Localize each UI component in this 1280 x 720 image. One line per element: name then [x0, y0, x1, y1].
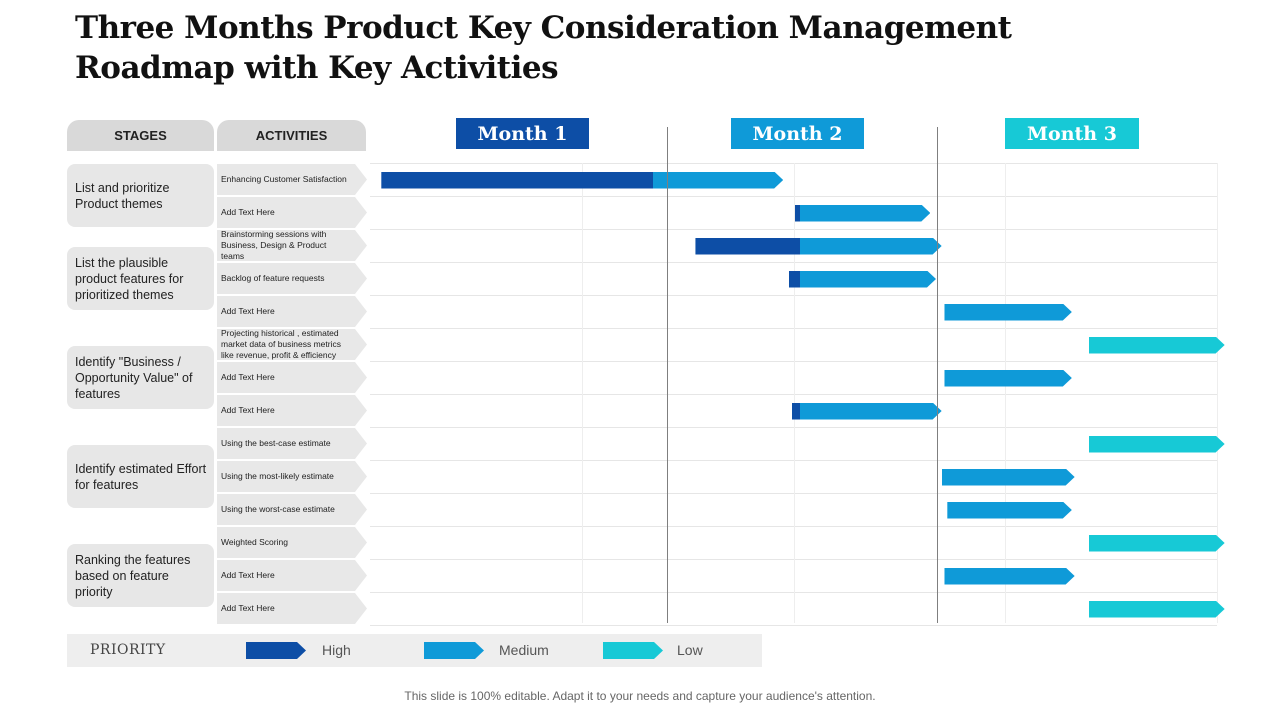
bar-segment-medium: [944, 370, 1071, 387]
stage-2: List the plausible product features for …: [67, 247, 214, 310]
footer-note: This slide is 100% editable. Adapt it to…: [404, 689, 876, 703]
bar-segment-medium: [944, 568, 1074, 585]
grid-row-line: [370, 526, 1217, 527]
activity-9: Using the best-case estimate: [217, 428, 367, 459]
bar-segment-low: [1089, 601, 1225, 618]
grid-column-line: [794, 163, 795, 623]
activity-4: Backlog of feature requests: [217, 263, 367, 294]
gantt-bar-12: [1089, 535, 1225, 552]
gantt-bar-1: [381, 172, 783, 189]
gantt-bar-10: [942, 469, 1075, 486]
bar-segment-medium: [800, 205, 930, 222]
activity-10: Using the most-likely estimate: [217, 461, 367, 492]
gantt-bar-2: [795, 205, 931, 222]
grid-row-line: [370, 229, 1217, 230]
legend-medium-label: Medium: [499, 642, 549, 658]
gantt-bar-14: [1089, 601, 1225, 618]
activity-14: Add Text Here: [217, 593, 367, 624]
priority-legend: PRIORITY High Medium Low: [67, 634, 762, 667]
bar-segment-medium: [800, 238, 942, 255]
legend-title: PRIORITY: [90, 642, 166, 658]
gantt-bar-8: [792, 403, 942, 420]
bar-segment-high: [792, 403, 800, 420]
stage-3: Identify "Business / Opportunity Value" …: [67, 346, 214, 409]
activity-7: Add Text Here: [217, 362, 367, 393]
legend-low-label: Low: [677, 642, 703, 658]
grid-row-line: [370, 295, 1217, 296]
stages-header: STAGES: [67, 120, 214, 151]
bar-segment-medium: [942, 469, 1075, 486]
gantt-bar-3: [695, 238, 941, 255]
month-2-label: Month 2: [731, 118, 864, 149]
activity-6: Projecting historical , estimated market…: [217, 329, 367, 360]
legend-medium-arrow: [424, 642, 484, 659]
month-divider-1: [667, 127, 668, 623]
month-3-label: Month 3: [1005, 118, 1139, 149]
bar-segment-low: [1089, 337, 1225, 354]
grid-row-line: [370, 163, 1217, 164]
activity-12: Weighted Scoring: [217, 527, 367, 558]
activity-1: Enhancing Customer Satisfaction: [217, 164, 367, 195]
grid-row-line: [370, 196, 1217, 197]
grid-row-line: [370, 625, 1217, 626]
month-divider-2: [937, 127, 938, 623]
activity-5: Add Text Here: [217, 296, 367, 327]
activity-3: Brainstorming sessions with Business, De…: [217, 230, 367, 261]
gantt-bar-11: [947, 502, 1072, 519]
grid-row-line: [370, 328, 1217, 329]
stage-5: Ranking the features based on feature pr…: [67, 544, 214, 607]
bar-segment-high: [789, 271, 800, 288]
stage-4: Identify estimated Effort for features: [67, 445, 214, 508]
grid-column-line: [1217, 163, 1218, 623]
legend-high-label: High: [322, 642, 351, 658]
bar-segment-high: [795, 205, 801, 222]
bar-segment-medium: [800, 271, 936, 288]
grid-column-line: [582, 163, 583, 623]
bar-segment-medium: [944, 304, 1071, 321]
legend-high-arrow: [246, 642, 306, 659]
bar-segment-medium: [800, 403, 942, 420]
slide-title: Three Months Product Key Consideration M…: [75, 10, 1012, 86]
gantt-bar-4: [789, 271, 936, 288]
grid-row-line: [370, 592, 1217, 593]
gantt-bar-7: [944, 370, 1071, 387]
grid-row-line: [370, 361, 1217, 362]
gantt-bar-5: [944, 304, 1071, 321]
month-1-label: Month 1: [456, 118, 589, 149]
bar-segment-medium: [653, 172, 783, 189]
stage-1: List and prioritize Product themes: [67, 164, 214, 227]
grid-row-line: [370, 262, 1217, 263]
bar-segment-low: [1089, 535, 1225, 552]
grid-row-line: [370, 559, 1217, 560]
grid-row-line: [370, 493, 1217, 494]
bar-segment-low: [1089, 436, 1225, 453]
activity-8: Add Text Here: [217, 395, 367, 426]
grid-row-line: [370, 394, 1217, 395]
bar-segment-high: [381, 172, 653, 189]
activity-2: Add Text Here: [217, 197, 367, 228]
activities-header: ACTIVITIES: [217, 120, 366, 151]
activity-11: Using the worst-case estimate: [217, 494, 367, 525]
legend-low-arrow: [603, 642, 663, 659]
grid-row-line: [370, 427, 1217, 428]
gantt-bar-13: [944, 568, 1074, 585]
bar-segment-medium: [947, 502, 1072, 519]
bar-segment-high: [695, 238, 800, 255]
gantt-bar-9: [1089, 436, 1225, 453]
gantt-bar-6: [1089, 337, 1225, 354]
grid-column-line: [1005, 163, 1006, 623]
activity-13: Add Text Here: [217, 560, 367, 591]
grid-row-line: [370, 460, 1217, 461]
